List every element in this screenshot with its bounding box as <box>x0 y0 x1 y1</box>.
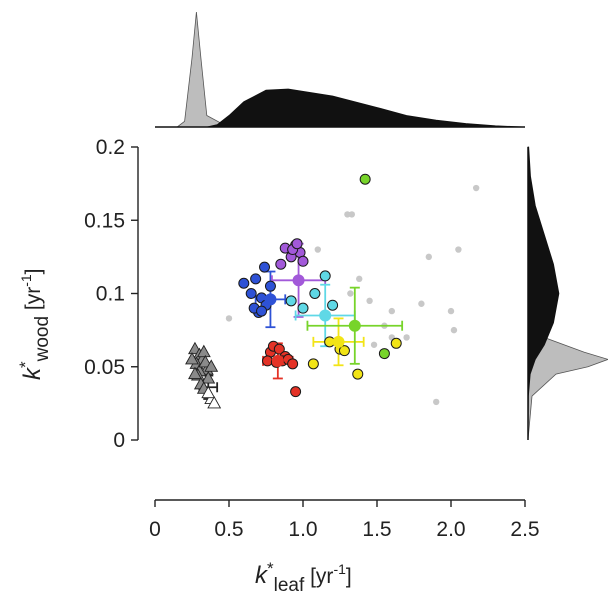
group-mean-point <box>332 335 345 348</box>
background-point <box>344 211 351 218</box>
data-point <box>352 368 364 380</box>
data-point <box>327 299 339 311</box>
background-point <box>356 275 363 283</box>
triangle-point <box>185 352 199 365</box>
background-point <box>433 398 440 406</box>
group-mean-point <box>348 319 361 332</box>
background-point <box>225 315 233 322</box>
group-mean-point <box>292 274 305 287</box>
right-marginal-density <box>527 146 608 441</box>
right-black-density <box>527 146 560 441</box>
data-point <box>290 386 302 398</box>
x-tick-label: 0.5 <box>214 518 243 541</box>
background-point <box>455 246 462 253</box>
axis-label-part: [yr <box>22 287 45 316</box>
x-tick-label: 0 <box>149 518 161 541</box>
data-point <box>359 173 371 185</box>
triangle-point <box>204 359 219 372</box>
group-means <box>264 274 361 367</box>
background-point <box>403 334 410 341</box>
data-point <box>256 305 268 317</box>
x-tick-label: 2.0 <box>436 518 465 541</box>
x-tick-label: 2.5 <box>510 518 539 541</box>
background-points <box>225 184 480 406</box>
data-point <box>390 337 402 349</box>
background-point <box>347 290 354 297</box>
data-point <box>264 280 276 292</box>
axis-label-part: [yr <box>304 565 333 588</box>
data-point <box>291 238 303 250</box>
triangle-point <box>196 344 211 358</box>
background-point <box>450 326 458 334</box>
axis-label-part: wood <box>32 316 53 362</box>
axis-label-part: * <box>267 559 274 578</box>
x-tick-label: 1.5 <box>362 518 391 541</box>
data-point <box>338 345 350 357</box>
data-point <box>259 261 271 273</box>
y-tick-label: 0.05 <box>84 356 125 379</box>
axis-label-part: -1 <box>333 561 346 577</box>
background-point <box>418 300 425 307</box>
y-tick-label: 0.1 <box>96 283 125 306</box>
axis-label-part: ] <box>22 268 45 274</box>
data-point <box>250 273 262 285</box>
data-point <box>297 255 309 267</box>
background-point <box>370 341 378 348</box>
axis-labels: k*leaf [yr-1]k*wood [yr-1] <box>16 268 352 596</box>
data-point <box>261 355 273 367</box>
triangle-point <box>188 366 202 380</box>
triangle-point <box>198 354 213 368</box>
data-point <box>297 302 309 314</box>
background-point <box>447 307 455 315</box>
background-point <box>425 253 432 261</box>
y-tick-label: 0 <box>113 429 125 452</box>
x-axis-label: k*leaf [yr-1] <box>255 559 352 596</box>
axis-label-part: k <box>19 366 46 380</box>
axis-label-part: -1 <box>18 274 34 287</box>
axis-label-part: ] <box>346 565 352 588</box>
axis-label-part: k <box>255 562 269 589</box>
background-point <box>366 297 373 305</box>
triangle-point <box>201 371 216 384</box>
data-point <box>273 343 285 355</box>
open-triangle-point <box>201 385 216 399</box>
y-axis-label: k*wood [yr-1] <box>16 268 53 380</box>
background-point <box>472 184 480 192</box>
x-tick-label: 1.0 <box>288 518 317 541</box>
data-point <box>309 288 321 299</box>
data-point <box>307 358 319 370</box>
group-mean-point <box>271 354 284 367</box>
top-black-density <box>206 88 526 128</box>
top-marginal-density <box>155 11 526 128</box>
axes: 0 0.05 0.1 0.15 0.2 0 0.5 1.0 1.5 2.0 2.5 <box>84 136 539 541</box>
data-point <box>238 277 250 289</box>
data-point <box>275 258 287 270</box>
data-point <box>285 295 297 307</box>
open-triangle-point <box>207 395 222 409</box>
data-points <box>238 173 402 398</box>
background-point <box>388 307 395 315</box>
background-point <box>348 211 356 218</box>
y-tick-label: 0.2 <box>96 136 125 159</box>
background-point <box>314 246 321 253</box>
y-tick-label: 0.15 <box>84 209 125 232</box>
triangle-points <box>185 341 222 409</box>
data-point <box>378 348 390 360</box>
data-point <box>245 288 257 299</box>
group-mean-point <box>264 293 277 306</box>
data-point <box>287 358 299 370</box>
axis-label-part: * <box>16 361 35 368</box>
axis-label-part: leaf <box>274 575 305 596</box>
data-point <box>319 270 331 282</box>
group-mean-point <box>319 309 332 322</box>
